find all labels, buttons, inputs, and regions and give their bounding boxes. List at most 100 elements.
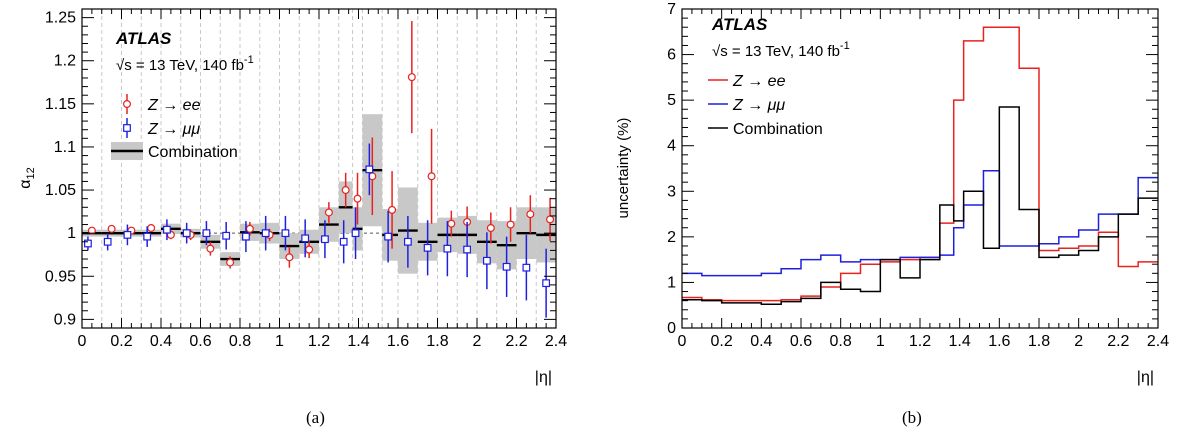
b-combination-line — [682, 106, 1158, 306]
a-y-tick-label: 1.1 — [54, 139, 76, 156]
a-mumu-point — [143, 232, 152, 241]
a-atlas-label: ATLAS — [115, 29, 172, 48]
a-legend-ee-label: Z → ee — [147, 97, 201, 114]
b-x-tick-label: 0.4 — [750, 333, 772, 350]
a-ee-point — [147, 223, 156, 232]
a-mumu-point — [321, 235, 329, 244]
a-ee-point — [245, 224, 254, 233]
b-x-tick-label: 0 — [678, 333, 687, 350]
b-x-axis-label: |η| — [1137, 369, 1154, 386]
b-x-tick-label: 1 — [876, 333, 885, 350]
a-mumu-point — [301, 234, 310, 243]
a-mumu-point — [242, 232, 250, 241]
a-mumu-point — [182, 229, 191, 238]
a-mumu-point — [542, 279, 551, 288]
b-x-tick-label: 2.2 — [1107, 333, 1129, 350]
a-y-axis-label: α12 — [17, 167, 37, 189]
a-ee-point — [226, 258, 235, 267]
a-mumu-point — [403, 237, 412, 246]
b-y-tick-label: 0 — [667, 320, 676, 337]
panel-label-a: (a) — [306, 408, 325, 427]
b-y-tick-label: 1 — [667, 274, 676, 291]
b-x-tick-label: 1.6 — [988, 333, 1010, 350]
b-x-tick-label: 0.2 — [711, 333, 733, 350]
a-y-tick-label: 1.25 — [45, 10, 76, 27]
a-x-tick-label: 1.8 — [426, 333, 448, 350]
b-energy-sup: -1 — [840, 40, 850, 52]
a-x-tick-label: 2.4 — [545, 333, 567, 350]
a-mumu-point — [84, 239, 92, 248]
a-x-tick-label: 0 — [78, 333, 87, 350]
panel-label-b: (b) — [902, 408, 922, 427]
a-x-tick-label: 2 — [473, 333, 482, 350]
a-legend-combination-label: Combination — [148, 144, 238, 161]
b-y-tick-label: 7 — [667, 1, 676, 18]
b-y-tick-label: 3 — [667, 183, 676, 200]
b-x-tick-label: 2 — [1074, 333, 1083, 350]
b-x-tick-label: 2.4 — [1147, 333, 1169, 350]
a-ee-point — [486, 223, 495, 232]
b-energy-label: √s = 13 TeV, 140 fb-1 — [712, 40, 850, 60]
a-mumu-point — [482, 256, 491, 265]
b-legend-ee-label: Z → ee — [732, 73, 786, 90]
a-x-tick-label: 0.2 — [110, 333, 132, 350]
a-mumu-point — [103, 237, 112, 246]
a-y-tick-label: 0.9 — [54, 311, 76, 328]
b-x-tick-label: 0.8 — [830, 333, 852, 350]
a-y-tick-label: 0.95 — [45, 268, 76, 285]
b-x-tick-label: 1.4 — [949, 333, 971, 350]
a-ee-point — [324, 208, 333, 217]
a-mumu-point — [123, 230, 132, 239]
a-legend-mumu-label: Z → μμ — [147, 121, 200, 138]
b-x-tick-label: 1.8 — [1028, 333, 1050, 350]
b-y-tick-label: 6 — [667, 47, 676, 64]
a-ee-point — [206, 244, 215, 253]
a-y-tick-label: 1.15 — [45, 96, 76, 113]
b-legend-combination-label: Combination — [733, 121, 823, 138]
b-atlas-label: ATLAS — [711, 15, 768, 34]
b-x-tick-label: 1.2 — [909, 333, 931, 350]
a-mumu-point — [163, 225, 171, 234]
a-mumu-point — [502, 262, 511, 271]
a-y-tick-label: 1 — [67, 225, 76, 242]
a-mumu-point — [351, 229, 360, 238]
b-y-axis-label: uncertainty (%) — [615, 118, 632, 219]
a-mumu-point — [463, 245, 472, 254]
a-x-tick-label: 0.8 — [229, 333, 251, 350]
a-ee-point — [526, 210, 535, 219]
a-mumu-point — [443, 244, 452, 253]
b-y-tick-label: 5 — [667, 92, 676, 109]
a-mumu-point — [222, 231, 231, 240]
a-energy-label: √s = 13 TeV, 140 fb-1 — [116, 54, 254, 74]
a-ee-point — [285, 253, 294, 262]
a-ee-point — [447, 219, 456, 228]
a-ee-point — [388, 205, 397, 214]
a-ee-point — [427, 172, 436, 181]
a-ee-point — [107, 224, 116, 233]
a-x-tick-label: 1.6 — [387, 333, 409, 350]
b-x-tick-label: 0.6 — [790, 333, 812, 350]
a-mumu-point — [281, 229, 290, 238]
a-x-axis-label: |η| — [535, 369, 552, 386]
a-legend-ee-marker — [122, 99, 131, 108]
a-ee-point — [305, 245, 314, 254]
a-x-tick-label: 2.2 — [505, 333, 527, 350]
a-frame — [81, 8, 557, 329]
a-x-tick-label: 1 — [275, 333, 284, 350]
a-ee-point — [407, 73, 416, 82]
a-mumu-point — [423, 243, 432, 252]
a-x-tick-label: 0.6 — [189, 333, 211, 350]
a-mumu-point — [202, 229, 211, 238]
b-legend-mumu-label: Z → μμ — [732, 97, 785, 114]
a-ee-point — [341, 186, 350, 195]
b-y-tick-label: 2 — [667, 229, 676, 246]
a-x-tick-label: 0.4 — [150, 333, 172, 350]
a-legend-mumu-marker — [123, 124, 131, 132]
a-ee-point — [353, 194, 362, 203]
a-ee-point — [87, 226, 96, 235]
b-frame — [681, 8, 1159, 329]
a-mumu-point — [384, 232, 393, 241]
b-y-tick-label: 4 — [667, 138, 676, 155]
a-mumu-point — [339, 237, 348, 246]
